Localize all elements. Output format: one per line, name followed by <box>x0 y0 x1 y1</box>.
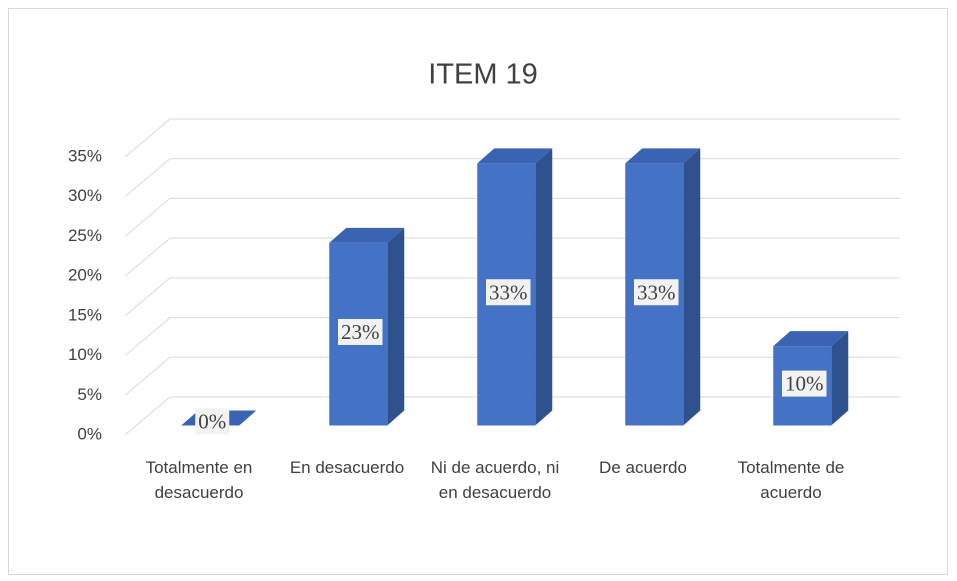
bar-top <box>329 227 405 243</box>
x-tick-label: Ni de acuerdo, ni en desacuerdo <box>430 458 560 502</box>
grid-line <box>124 118 900 158</box>
bar-top <box>625 148 701 164</box>
value-label-bg <box>338 318 383 345</box>
y-tick-label: 30% <box>68 186 102 205</box>
value-label-bg <box>782 370 827 397</box>
value-label-bg <box>634 279 679 306</box>
value-label: 0% <box>198 409 226 433</box>
x-tick-label: Totalmente de acuerdo <box>737 458 845 502</box>
y-tick-label: 25% <box>68 226 102 245</box>
bar-top <box>773 331 849 347</box>
y-tick-label: 5% <box>77 385 102 404</box>
y-tick-label: 20% <box>68 266 102 285</box>
bar-side <box>535 148 553 426</box>
bar-side <box>683 148 701 426</box>
value-label-bg <box>195 408 230 435</box>
x-tick-label: Totalmente en desacuerdo <box>145 458 253 502</box>
bar-top <box>477 148 553 164</box>
value-label: 10% <box>785 372 824 396</box>
y-tick-label: 15% <box>68 305 102 324</box>
x-tick-label: En desacuerdo <box>289 458 405 477</box>
value-label-bg <box>486 279 531 306</box>
value-label: 33% <box>637 280 676 304</box>
bar-side <box>387 227 405 426</box>
y-tick-label: 10% <box>68 345 102 364</box>
value-label: 33% <box>489 280 528 304</box>
y-tick-label: 0% <box>77 424 102 443</box>
value-label: 23% <box>341 320 380 344</box>
x-tick-label: De acuerdo <box>599 458 687 477</box>
bar-side <box>831 331 849 426</box>
y-tick-label: 35% <box>68 146 102 165</box>
chart-title: ITEM 19 <box>428 59 538 91</box>
